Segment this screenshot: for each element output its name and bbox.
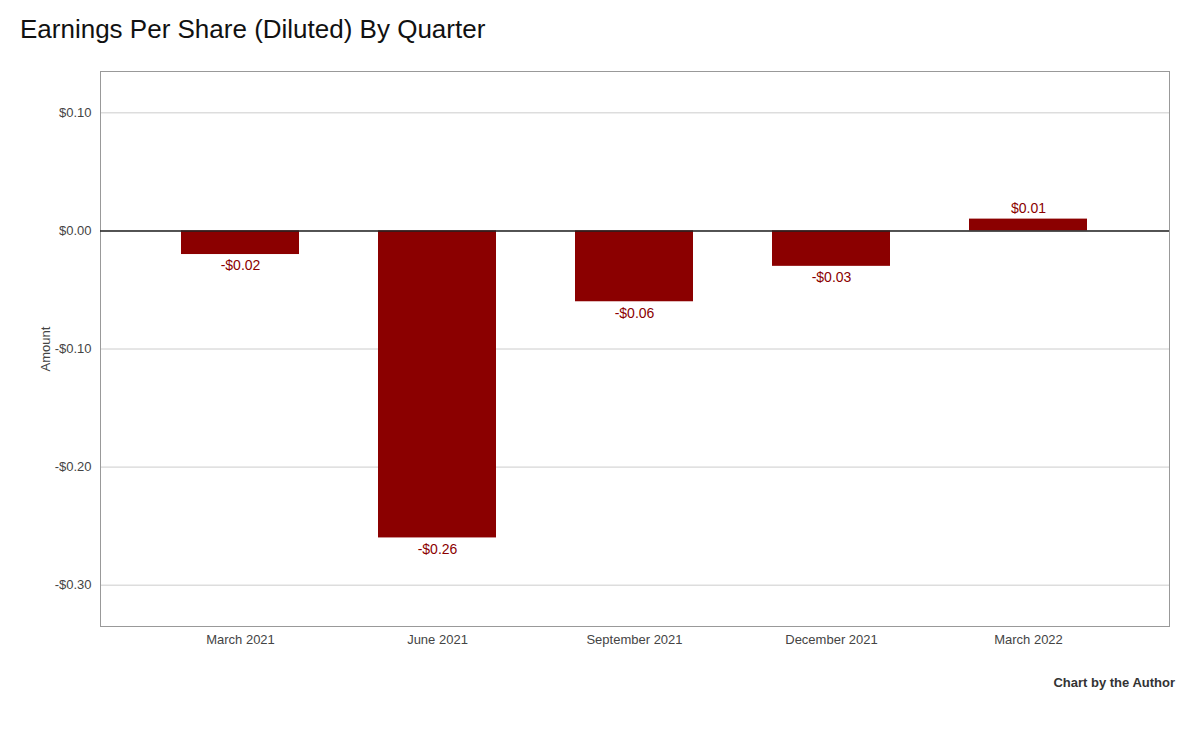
svg-text:December 2021: December 2021 bbox=[785, 632, 878, 647]
svg-text:-$0.02: -$0.02 bbox=[221, 257, 261, 273]
svg-text:Amount: Amount bbox=[38, 326, 53, 371]
svg-text:-$0.26: -$0.26 bbox=[418, 541, 458, 557]
svg-text:-$0.20: -$0.20 bbox=[55, 459, 92, 474]
svg-text:-$0.03: -$0.03 bbox=[812, 269, 852, 285]
svg-text:$0.01: $0.01 bbox=[1011, 200, 1046, 216]
svg-text:-$0.10: -$0.10 bbox=[55, 341, 92, 356]
svg-text:-$0.06: -$0.06 bbox=[615, 305, 655, 321]
svg-text:March 2022: March 2022 bbox=[994, 632, 1063, 647]
html-text:Chart by the Author: Chart by the Author bbox=[1053, 675, 1175, 690]
svg-text:June 2021: June 2021 bbox=[407, 632, 468, 647]
svg-text:March 2021: March 2021 bbox=[206, 632, 275, 647]
html-text:Earnings Per Share (Diluted) B: Earnings Per Share (Diluted) By Quarter bbox=[20, 14, 486, 44]
svg-text:-$0.30: -$0.30 bbox=[55, 577, 92, 592]
svg-text:$0.00: $0.00 bbox=[59, 223, 92, 238]
svg-text:$0.10: $0.10 bbox=[59, 105, 92, 120]
svg-text:September 2021: September 2021 bbox=[586, 632, 682, 647]
